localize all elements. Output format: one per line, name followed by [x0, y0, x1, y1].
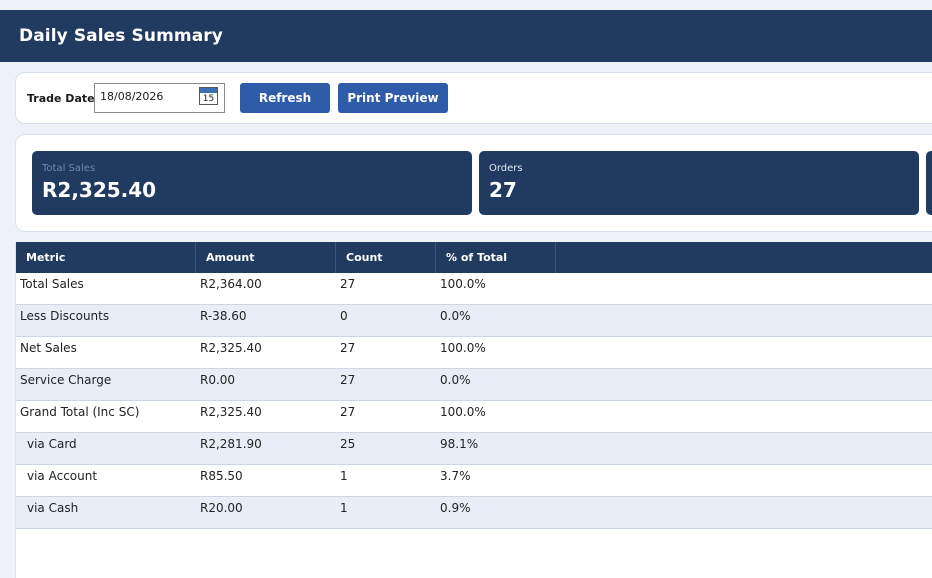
toolbar: Trade Date: 18/08/2026 15 Refresh Print … [15, 72, 932, 124]
column-header-percent[interactable]: % of Total [436, 242, 556, 273]
cell-count: 25 [340, 437, 356, 451]
cell-percent: 0.9% [440, 501, 471, 515]
table-row[interactable]: via Cash R20.00 1 0.9% [16, 497, 932, 529]
cell-metric: Total Sales [20, 277, 84, 291]
cell-percent: 0.0% [440, 373, 471, 387]
total-sales-card-value: R2,325.40 [42, 178, 157, 202]
cell-amount: R0.00 [200, 373, 236, 387]
cell-amount: R2,364.00 [200, 277, 262, 291]
cell-percent: 100.0% [440, 341, 486, 355]
cell-count: 1 [340, 501, 348, 515]
table-row[interactable]: Less Discounts R-38.60 0 0.0% [16, 305, 932, 337]
cell-amount: R2,325.40 [200, 405, 262, 419]
cell-amount: R-38.60 [200, 309, 247, 323]
cell-percent: 98.1% [440, 437, 479, 451]
cell-count: 27 [340, 341, 356, 355]
cell-count: 27 [340, 373, 356, 387]
calendar-icon-day: 15 [202, 94, 215, 104]
table-row[interactable]: Grand Total (Inc SC) R2,325.40 27 100.0% [16, 401, 932, 433]
cell-amount: R2,281.90 [200, 437, 262, 451]
print-preview-button[interactable]: Print Preview [338, 83, 448, 113]
cell-metric: via Cash [27, 501, 79, 515]
table-row[interactable]: Total Sales R2,364.00 27 100.0% [16, 273, 932, 305]
orders-card: Orders 27 [479, 151, 919, 215]
refresh-button[interactable]: Refresh [240, 83, 330, 113]
cell-amount: R2,325.40 [200, 341, 262, 355]
table-header: Metric Amount Count % of Total [16, 242, 932, 273]
cell-metric: Service Charge [20, 373, 112, 387]
cell-metric: via Card [27, 437, 77, 451]
cell-percent: 100.0% [440, 277, 486, 291]
cell-percent: 3.7% [440, 469, 471, 483]
table-body: Total Sales R2,364.00 27 100.0% Less Dis… [16, 273, 932, 529]
cell-metric: Net Sales [20, 341, 77, 355]
trade-date-label: Trade Date: [27, 92, 99, 105]
sales-summary-table: Metric Amount Count % of Total Total Sal… [15, 242, 932, 578]
column-header-count[interactable]: Count [336, 242, 436, 273]
calendar-icon[interactable]: 15 [199, 87, 218, 105]
cell-count: 27 [340, 405, 356, 419]
cell-percent: 100.0% [440, 405, 486, 419]
cell-metric: via Account [27, 469, 98, 483]
trade-date-value: 18/08/2026 [100, 90, 164, 103]
table-row[interactable]: Service Charge R0.00 27 0.0% [16, 369, 932, 401]
cell-count: 1 [340, 469, 348, 483]
orders-card-value: 27 [489, 178, 517, 202]
title-bar: Daily Sales Summary [0, 10, 932, 62]
total-sales-card-label: Total Sales [42, 163, 96, 174]
total-sales-card: Total Sales R2,325.40 [32, 151, 472, 215]
cell-percent: 0.0% [440, 309, 471, 323]
calendar-icon-header [200, 88, 217, 93]
orders-card-label: Orders [489, 163, 523, 174]
cell-metric: Less Discounts [20, 309, 110, 323]
column-header-amount[interactable]: Amount [196, 242, 336, 273]
cell-count: 27 [340, 277, 356, 291]
table-row[interactable]: via Card R2,281.90 25 98.1% [16, 433, 932, 465]
cell-amount: R85.50 [200, 469, 243, 483]
cell-metric: Grand Total (Inc SC) [20, 405, 140, 419]
table-row[interactable]: Net Sales R2,325.40 27 100.0% [16, 337, 932, 369]
third-card [926, 151, 932, 215]
trade-date-input[interactable]: 18/08/2026 15 [94, 83, 225, 113]
summary-cards-panel: Total Sales R2,325.40 Orders 27 [15, 134, 932, 232]
cell-amount: R20.00 [200, 501, 243, 515]
cell-count: 0 [340, 309, 348, 323]
table-row[interactable]: via Account R85.50 1 3.7% [16, 465, 932, 497]
column-header-metric[interactable]: Metric [16, 242, 196, 273]
page-title: Daily Sales Summary [19, 26, 223, 46]
